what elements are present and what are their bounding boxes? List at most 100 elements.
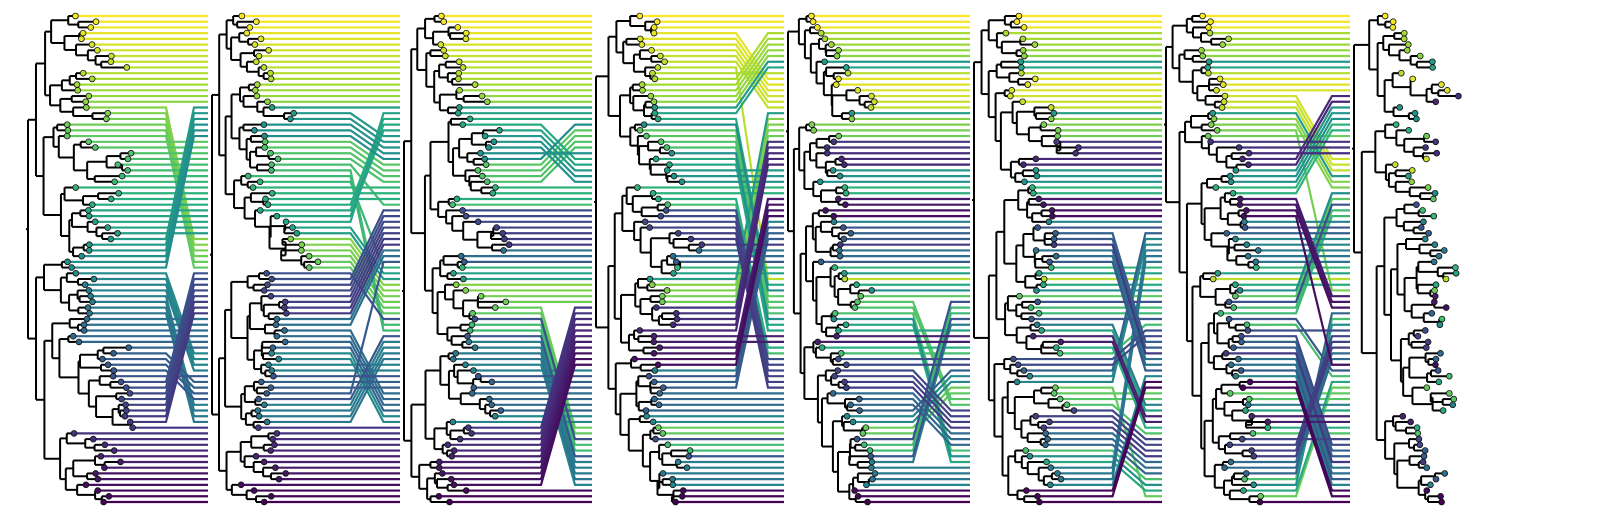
tip-marker xyxy=(1414,332,1422,340)
tip-link xyxy=(1278,317,1350,372)
tip-marker xyxy=(842,201,849,208)
tip-marker xyxy=(1252,264,1260,271)
tip-marker xyxy=(843,412,851,420)
tip-marker xyxy=(854,298,861,306)
tip-marker xyxy=(275,355,283,363)
tip-marker xyxy=(482,161,490,168)
tip-link xyxy=(1096,237,1162,349)
tip-marker xyxy=(674,229,682,237)
tip-marker xyxy=(851,304,859,311)
tip-marker xyxy=(1245,395,1253,403)
tip-marker xyxy=(283,310,290,317)
tip-marker xyxy=(110,367,118,374)
tip-marker xyxy=(86,241,93,249)
tip-marker xyxy=(659,470,667,477)
tip-marker xyxy=(454,109,462,117)
tip-marker xyxy=(652,435,659,443)
tip-marker xyxy=(281,304,288,311)
tip-marker xyxy=(1241,475,1248,483)
tip-marker xyxy=(864,498,871,506)
tip-marker xyxy=(456,435,464,443)
tip-marker xyxy=(822,207,829,214)
tip-links-4-5 xyxy=(633,14,784,504)
tip-marker xyxy=(123,384,130,391)
tip-marker xyxy=(1450,395,1458,403)
tip-marker xyxy=(262,195,269,203)
tip-marker xyxy=(1252,258,1260,266)
tip-marker xyxy=(1248,412,1256,420)
tip-link xyxy=(1278,386,1350,498)
tip-marker xyxy=(871,98,878,106)
tip-marker xyxy=(268,104,276,111)
tip-link xyxy=(1096,255,1162,366)
tip-link xyxy=(1278,369,1350,481)
tip-marker xyxy=(1413,424,1421,431)
tip-marker xyxy=(465,338,473,346)
tip-marker xyxy=(1415,435,1423,443)
tip-marker xyxy=(1221,92,1229,100)
tip-marker xyxy=(647,92,655,100)
tip-marker xyxy=(1239,384,1247,391)
tip-marker xyxy=(698,241,706,249)
tip-marker xyxy=(298,247,305,254)
tip-marker xyxy=(853,281,860,289)
tip-marker xyxy=(1232,235,1239,243)
tip-marker xyxy=(252,58,260,66)
tip-marker xyxy=(651,367,659,374)
tip-marker xyxy=(449,201,456,208)
tip-marker xyxy=(1050,241,1058,249)
tip-marker xyxy=(836,252,844,260)
tip-marker xyxy=(1389,24,1397,31)
tip-marker xyxy=(1419,207,1426,214)
tip-marker xyxy=(111,178,118,186)
tip-marker xyxy=(1236,195,1244,203)
tip-marker xyxy=(1018,64,1025,71)
tip-marker xyxy=(1408,178,1415,186)
tip-marker xyxy=(1244,401,1252,409)
tip-marker xyxy=(1028,315,1035,323)
tip-link xyxy=(334,174,400,332)
tip-link xyxy=(894,300,970,441)
tip-marker xyxy=(94,475,102,483)
tip-marker xyxy=(1054,127,1062,134)
tip-marker xyxy=(1243,241,1251,249)
tip-marker xyxy=(1445,390,1453,397)
tip-marker xyxy=(109,372,117,380)
tip-marker xyxy=(685,452,693,460)
tip-marker xyxy=(267,75,275,83)
tip-marker xyxy=(125,344,132,351)
tip-marker xyxy=(78,35,85,43)
tip-link xyxy=(720,215,784,366)
tip-link xyxy=(720,203,784,355)
tip-marker xyxy=(1403,47,1411,54)
tip-marker xyxy=(481,132,489,140)
tip-marker xyxy=(1010,355,1017,363)
tip-marker xyxy=(73,81,81,88)
tip-marker xyxy=(450,481,458,489)
tip-marker xyxy=(1020,367,1028,374)
tip-marker xyxy=(305,252,313,260)
tip-link xyxy=(894,306,970,406)
tip-marker xyxy=(126,418,134,426)
tip-marker xyxy=(1424,338,1432,346)
tip-marker xyxy=(64,127,72,134)
tip-marker xyxy=(863,481,870,489)
tip-marker xyxy=(1420,452,1428,460)
tip-link xyxy=(1278,335,1350,446)
tip-link xyxy=(720,112,784,281)
phylogenetic-tree-2 xyxy=(210,12,322,506)
tip-marker xyxy=(92,144,99,151)
tip-link xyxy=(524,129,592,166)
tip-link xyxy=(1278,129,1350,292)
tip-link xyxy=(152,272,208,384)
tip-marker xyxy=(1221,464,1228,471)
tip-marker xyxy=(834,367,842,374)
tip-marker xyxy=(107,58,115,66)
tip-marker xyxy=(1392,121,1400,128)
tip-marker xyxy=(650,350,658,357)
tip-marker xyxy=(650,338,658,346)
tip-link xyxy=(1278,352,1350,464)
tip-marker xyxy=(63,132,71,140)
tip-marker xyxy=(869,475,876,483)
tip-marker xyxy=(830,138,838,146)
